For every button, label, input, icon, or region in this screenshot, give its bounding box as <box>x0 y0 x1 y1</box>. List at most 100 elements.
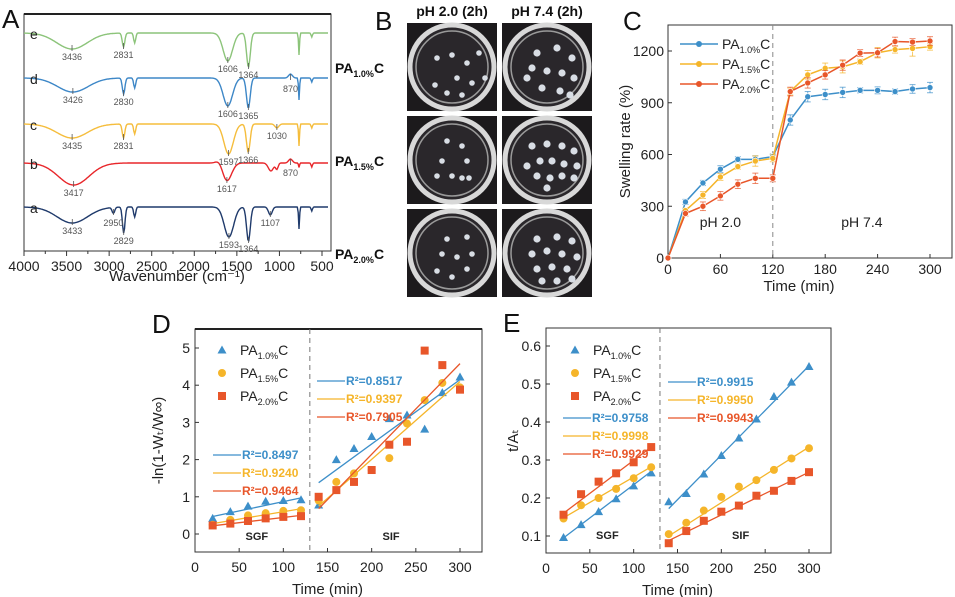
bead <box>434 55 440 61</box>
y-axis-label: Swelling rate (%) <box>617 85 634 198</box>
data-point <box>629 458 638 467</box>
data-point <box>577 490 586 499</box>
x-axis-label: Time (min) <box>642 582 713 597</box>
x-tick-label: 120 <box>761 261 785 277</box>
bead <box>533 265 541 273</box>
trace-label-d: d <box>30 71 38 87</box>
data-point <box>786 377 796 386</box>
data-point <box>804 362 814 371</box>
label-main: PA <box>722 76 740 92</box>
petri-dish-rim <box>407 115 497 205</box>
peak-label: 3435 <box>62 141 82 151</box>
peak-label: 1597 <box>219 157 239 167</box>
label-main: PA <box>593 342 611 358</box>
bead <box>553 44 561 52</box>
legend-marker <box>218 392 226 400</box>
label-main: PA <box>335 246 353 262</box>
data-point <box>559 510 568 519</box>
bead <box>558 142 566 150</box>
data-point <box>804 93 812 101</box>
bead <box>454 254 460 260</box>
x-tick-label: 3000 <box>94 258 125 274</box>
y-tick-label: 600 <box>641 147 665 163</box>
x-tick-label: 500 <box>310 258 334 274</box>
peak-label: 1617 <box>217 184 237 194</box>
y-tick-label: 1 <box>182 489 190 505</box>
y-tick-label: 5 <box>182 340 190 356</box>
label-main: PA <box>593 388 611 404</box>
bead <box>543 247 551 255</box>
x-tick-label: 50 <box>231 559 247 575</box>
data-point <box>717 507 726 516</box>
bead <box>459 175 465 181</box>
data-point <box>717 173 724 181</box>
x-tick-label: 100 <box>622 560 646 576</box>
data-point <box>891 46 899 53</box>
x-tick-label: 1000 <box>264 258 295 274</box>
bead <box>469 251 475 257</box>
data-point <box>734 163 742 170</box>
trace-label-c: c <box>30 117 37 133</box>
peak-label: 3417 <box>64 188 84 198</box>
label-main: PA <box>240 388 258 404</box>
bead <box>528 64 536 72</box>
bead <box>459 143 465 149</box>
panel-letter-e: E <box>503 308 520 338</box>
data-point <box>208 513 218 522</box>
x-tick-label: 2500 <box>136 258 167 274</box>
data-point <box>856 49 864 57</box>
data-point <box>664 530 673 539</box>
data-point <box>752 491 761 500</box>
bead <box>476 50 482 56</box>
bead <box>536 157 544 165</box>
data-point <box>261 496 271 505</box>
data-point <box>716 450 726 459</box>
legend-label: PA2.0%C <box>593 388 641 407</box>
label-subscript: 2.0% <box>740 85 761 95</box>
bead <box>558 69 566 77</box>
fit-line-sgf <box>563 446 652 514</box>
y-tick-label: 1200 <box>633 43 664 59</box>
data-point <box>804 79 812 87</box>
r2-label-sgf: R²=0.9758 <box>592 411 649 425</box>
label-main: PA <box>240 342 258 358</box>
x-axis-label: Time (min) <box>763 278 834 295</box>
trace-label-b: b <box>30 156 38 172</box>
region-label-sif: SIF <box>732 530 749 542</box>
petri-dish-inner-rim <box>415 30 489 104</box>
legend-label: PA1.0%C <box>240 342 288 361</box>
label-tail: C <box>278 365 288 381</box>
bead <box>533 172 541 180</box>
r2-label-sif: R²=0.8517 <box>346 374 403 388</box>
bead <box>444 236 450 242</box>
region-label-sgf: SGF <box>596 530 619 542</box>
data-point <box>926 37 934 45</box>
y-axis-label: t/Aₜ <box>505 429 522 452</box>
fit-line-sif <box>668 446 810 537</box>
bead <box>538 84 546 92</box>
series-line <box>667 45 931 259</box>
data-point <box>769 154 777 162</box>
bead <box>434 173 440 179</box>
x-tick-label: 200 <box>710 560 734 576</box>
r2-label-sgf: R²=0.9998 <box>592 429 649 443</box>
label-main: PA <box>335 60 353 76</box>
r2-label-sgf: R²=0.9464 <box>242 484 299 498</box>
peak-label: 2830 <box>114 97 134 107</box>
y-tick-label: 2 <box>182 452 190 468</box>
data-point <box>350 477 358 486</box>
x-tick-label: 1500 <box>221 258 252 274</box>
data-point <box>682 210 689 217</box>
panel-e: E 0 50 100 150 200 250 300 0.1 0.2 0.3 0.4 0.5 0.6 Tim… <box>503 308 832 597</box>
legend-marker <box>696 41 702 47</box>
data-point <box>455 372 465 381</box>
bead <box>568 237 576 245</box>
data-point <box>420 424 430 433</box>
data-point <box>769 392 779 401</box>
row-label: PA2.0%C <box>335 246 384 265</box>
bead <box>543 184 551 192</box>
label-tail: C <box>374 153 384 169</box>
x-tick-label: 0 <box>664 261 672 277</box>
y-tick-label: 0.1 <box>522 528 542 544</box>
data-point <box>244 516 252 525</box>
